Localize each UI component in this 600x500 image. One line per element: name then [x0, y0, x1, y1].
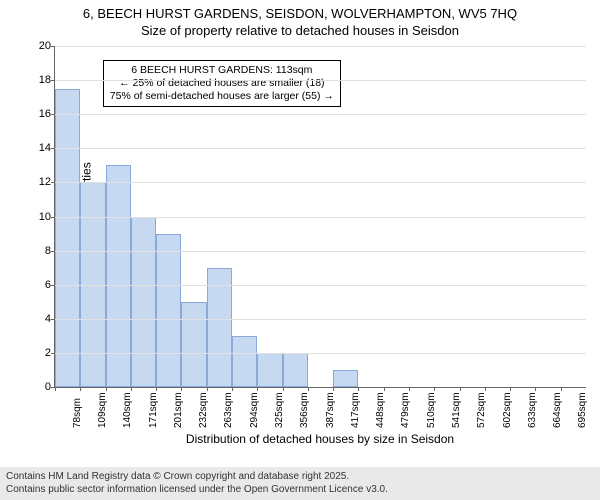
- gridline-h: [55, 319, 586, 320]
- xtick-label: 633sqm: [527, 392, 538, 428]
- histogram-bar: [181, 302, 206, 387]
- ytick-mark: [51, 217, 55, 218]
- xtick-mark: [460, 387, 461, 391]
- ytick-mark: [51, 251, 55, 252]
- title-line-1: 6, BEECH HURST GARDENS, SEISDON, WOLVERH…: [0, 6, 600, 23]
- gridline-h: [55, 148, 586, 149]
- xtick-label: 664sqm: [552, 392, 563, 428]
- gridline-h: [55, 114, 586, 115]
- footer-line-2: Contains public sector information licen…: [6, 484, 594, 497]
- xtick-label: 263sqm: [223, 392, 234, 428]
- xtick-label: 78sqm: [72, 398, 83, 428]
- gridline-h: [55, 353, 586, 354]
- ytick-label: 2: [27, 347, 51, 359]
- xtick-label: 294sqm: [249, 392, 260, 428]
- footer: Contains HM Land Registry data © Crown c…: [0, 467, 600, 500]
- xtick-mark: [535, 387, 536, 391]
- xtick-mark: [156, 387, 157, 391]
- xtick-mark: [485, 387, 486, 391]
- histogram-bar: [232, 336, 257, 387]
- xtick-label: 171sqm: [148, 392, 159, 428]
- ytick-mark: [51, 148, 55, 149]
- ytick-label: 20: [27, 40, 51, 52]
- xtick-mark: [283, 387, 284, 391]
- annotation-line-1: 6 BEECH HURST GARDENS: 113sqm: [110, 64, 334, 77]
- xtick-label: 232sqm: [198, 392, 209, 428]
- plot-region: 6 BEECH HURST GARDENS: 113sqm ← 25% of d…: [54, 46, 586, 388]
- xtick-mark: [308, 387, 309, 391]
- xtick-label: 325sqm: [274, 392, 285, 428]
- xtick-label: 572sqm: [476, 392, 487, 428]
- xtick-label: 541sqm: [451, 392, 462, 428]
- histogram-bar: [156, 234, 181, 387]
- xtick-mark: [232, 387, 233, 391]
- xtick-mark: [131, 387, 132, 391]
- xtick-label: 140sqm: [122, 392, 133, 428]
- histogram-bar: [257, 353, 282, 387]
- gridline-h: [55, 182, 586, 183]
- chart-area: Number of detached properties 6 BEECH HU…: [0, 42, 600, 448]
- ytick-mark: [51, 80, 55, 81]
- xtick-label: 510sqm: [426, 392, 437, 428]
- xtick-label: 602sqm: [502, 392, 513, 428]
- gridline-h: [55, 217, 586, 218]
- xtick-label: 417sqm: [350, 392, 361, 428]
- annotation-line-2: ← 25% of detached houses are smaller (18…: [110, 77, 334, 90]
- gridline-h: [55, 251, 586, 252]
- xtick-label: 201sqm: [173, 392, 184, 428]
- ytick-label: 16: [27, 108, 51, 120]
- ytick-label: 8: [27, 245, 51, 257]
- histogram-bar: [283, 353, 308, 387]
- footer-line-1: Contains HM Land Registry data © Crown c…: [6, 471, 594, 484]
- ytick-label: 10: [27, 211, 51, 223]
- histogram-bar: [55, 89, 80, 387]
- ytick-mark: [51, 319, 55, 320]
- ytick-mark: [51, 182, 55, 183]
- xtick-mark: [434, 387, 435, 391]
- xtick-label: 109sqm: [97, 392, 108, 428]
- xtick-mark: [207, 387, 208, 391]
- xtick-label: 387sqm: [325, 392, 336, 428]
- xtick-mark: [358, 387, 359, 391]
- x-axis-label: Distribution of detached houses by size …: [54, 432, 586, 446]
- xtick-mark: [257, 387, 258, 391]
- gridline-h: [55, 285, 586, 286]
- annotation-box: 6 BEECH HURST GARDENS: 113sqm ← 25% of d…: [103, 60, 341, 107]
- xtick-label: 448sqm: [375, 392, 386, 428]
- ytick-mark: [51, 353, 55, 354]
- xtick-mark: [181, 387, 182, 391]
- chart-title: 6, BEECH HURST GARDENS, SEISDON, WOLVERH…: [0, 0, 600, 40]
- gridline-h: [55, 46, 586, 47]
- ytick-label: 0: [27, 381, 51, 393]
- ytick-mark: [51, 46, 55, 47]
- ytick-label: 4: [27, 313, 51, 325]
- ytick-mark: [51, 285, 55, 286]
- title-line-2: Size of property relative to detached ho…: [0, 23, 600, 40]
- xtick-mark: [106, 387, 107, 391]
- xtick-mark: [333, 387, 334, 391]
- xtick-label: 695sqm: [577, 392, 588, 428]
- xtick-label: 479sqm: [400, 392, 411, 428]
- ytick-label: 14: [27, 142, 51, 154]
- annotation-line-3: 75% of semi-detached houses are larger (…: [110, 90, 334, 103]
- xtick-mark: [384, 387, 385, 391]
- histogram-bar: [131, 217, 156, 388]
- ytick-label: 18: [27, 74, 51, 86]
- xtick-mark: [55, 387, 56, 391]
- ytick-label: 12: [27, 176, 51, 188]
- histogram-bar: [333, 370, 358, 387]
- xtick-mark: [561, 387, 562, 391]
- xtick-label: 356sqm: [299, 392, 310, 428]
- gridline-h: [55, 80, 586, 81]
- ytick-label: 6: [27, 279, 51, 291]
- xtick-mark: [80, 387, 81, 391]
- ytick-mark: [51, 114, 55, 115]
- xtick-mark: [409, 387, 410, 391]
- xtick-mark: [510, 387, 511, 391]
